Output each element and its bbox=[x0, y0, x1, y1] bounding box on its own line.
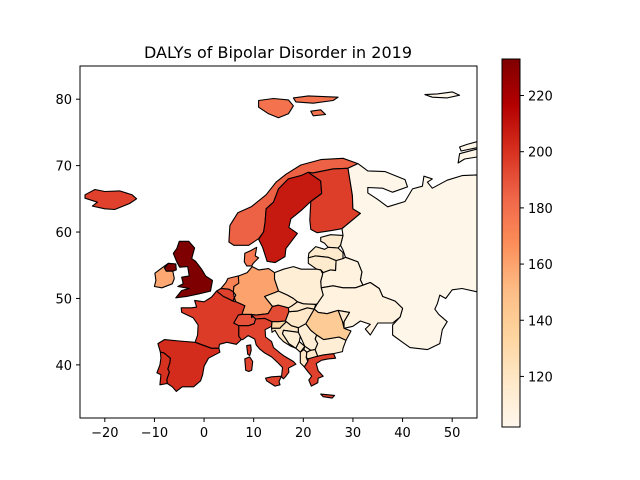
chart-title: DALYs of Bipolar Disorder in 2019 bbox=[144, 43, 412, 62]
region-kola-tip bbox=[457, 148, 477, 164]
map-regions bbox=[84, 91, 477, 399]
x-tick-label: 10 bbox=[245, 426, 262, 441]
region-estonia bbox=[320, 234, 344, 249]
region-ireland bbox=[153, 262, 175, 289]
region-france bbox=[180, 290, 246, 349]
region-sardinia bbox=[244, 356, 254, 373]
region-iceland bbox=[84, 188, 138, 211]
colorbar-tick-label: 120 bbox=[528, 370, 553, 385]
y-axis: 40 50 60 70 80 bbox=[55, 93, 80, 374]
colorbar-tick-label: 180 bbox=[528, 202, 553, 217]
region-crete bbox=[320, 393, 336, 399]
region-novaya-zemlya bbox=[459, 141, 477, 152]
region-great-britain bbox=[172, 240, 214, 299]
x-tick-label: 50 bbox=[444, 426, 461, 441]
colorbar-tick-label: 220 bbox=[528, 90, 553, 105]
region-italy bbox=[238, 317, 297, 380]
axes-frame bbox=[79, 65, 478, 419]
region-nordaustlandet bbox=[292, 95, 339, 104]
colorbar-tick-label: 160 bbox=[528, 258, 553, 273]
region-denmark bbox=[243, 246, 260, 267]
x-tick-label: −10 bbox=[141, 426, 168, 441]
region-portugal bbox=[156, 351, 171, 386]
region-franz-josef bbox=[424, 91, 461, 99]
x-tick-label: 40 bbox=[394, 426, 411, 441]
region-czechia bbox=[264, 290, 298, 309]
y-tick-label: 50 bbox=[55, 292, 72, 307]
colorbar-tick-label: 200 bbox=[528, 146, 553, 161]
region-svalbard bbox=[258, 97, 294, 119]
x-tick-label: 20 bbox=[295, 426, 312, 441]
region-greece bbox=[303, 353, 337, 387]
x-axis: −20 −10 0 10 20 30 40 50 bbox=[91, 418, 460, 441]
colorbar-tick-label: 140 bbox=[528, 314, 553, 329]
y-tick-label: 40 bbox=[55, 359, 72, 374]
region-romania bbox=[305, 308, 352, 341]
y-tick-label: 80 bbox=[55, 93, 72, 108]
colorbar bbox=[501, 58, 521, 428]
y-tick-label: 70 bbox=[55, 160, 72, 175]
y-tick-label: 60 bbox=[55, 226, 72, 241]
x-tick-label: 0 bbox=[200, 426, 208, 441]
region-sicily bbox=[265, 375, 283, 387]
region-edgeoya bbox=[310, 109, 327, 117]
x-tick-label: 30 bbox=[345, 426, 362, 441]
region-corsica bbox=[246, 344, 252, 357]
x-tick-label: −20 bbox=[91, 426, 118, 441]
colorbar-axis: 120 140 160 180 200 220 bbox=[520, 90, 553, 385]
